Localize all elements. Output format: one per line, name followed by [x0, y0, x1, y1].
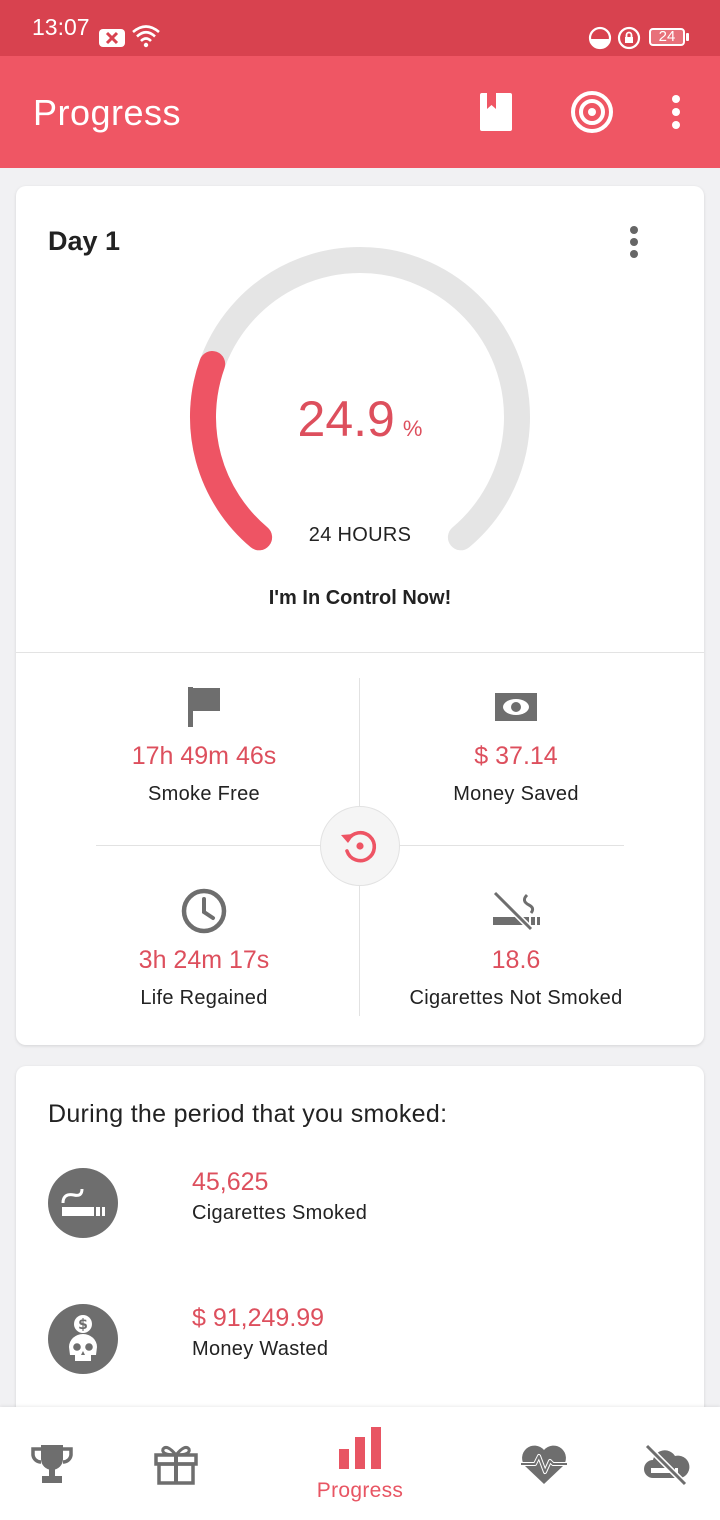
nav-health[interactable]	[516, 1407, 572, 1520]
stat-value: 3h 24m 17s	[138, 946, 270, 974]
clock-icon	[181, 888, 227, 934]
stat-value: 17h 49m 46s	[131, 742, 277, 770]
battery-tip	[686, 33, 689, 41]
status-bar: 13:07 24	[0, 0, 720, 56]
percent-number: 24.9	[297, 391, 395, 447]
nav-cravings[interactable]	[638, 1407, 694, 1520]
bookmark-book-icon	[480, 93, 512, 131]
data-saver-icon	[588, 26, 612, 50]
battery-level: 24	[658, 28, 676, 45]
nav-progress[interactable]: Progress	[290, 1407, 430, 1520]
stat-label: Cigarettes Not Smoked	[409, 987, 623, 1009]
reset-button[interactable]	[320, 806, 400, 886]
notification-x-icon	[99, 29, 125, 47]
goals-button[interactable]	[570, 90, 614, 134]
percent-value: 24.9%	[16, 390, 704, 448]
gauge-fill	[190, 351, 273, 551]
no-smoking-cloud-icon	[644, 1443, 690, 1486]
card-divider	[16, 652, 704, 653]
day-title: Day 1	[48, 226, 121, 256]
gift-icon	[154, 1445, 198, 1485]
duration-label: 24 HOURS	[308, 524, 412, 546]
status-time: 13:07	[32, 14, 90, 40]
wifi-icon	[132, 25, 160, 48]
stat-money-saved: $ 37.14 Money Saved	[344, 684, 688, 806]
progress-gauge	[190, 247, 530, 551]
motto-text: I'm In Control Now!	[268, 587, 452, 609]
stat-value: 18.6	[491, 946, 541, 974]
stat-smoke-free: 17h 49m 46s Smoke Free	[32, 684, 376, 806]
trophy-icon	[31, 1444, 73, 1483]
progress-card: Day 1 24.9% 24 HOURS I'm In Control Now!…	[16, 186, 704, 1045]
bar-chart-icon	[339, 1426, 381, 1469]
svg-text:$: $	[78, 1317, 88, 1333]
percent-unit: %	[402, 416, 423, 441]
skull-money-icon: $	[69, 1315, 97, 1361]
history-title: During the period that you smoked:	[48, 1100, 448, 1128]
more-vertical-icon	[630, 226, 638, 258]
history-label: Money Wasted	[192, 1338, 329, 1360]
reset-icon	[341, 830, 377, 863]
journal-button[interactable]	[474, 90, 518, 134]
bottom-navigation: Progress	[0, 1407, 720, 1520]
flag-icon	[188, 687, 220, 727]
overflow-menu-button[interactable]	[654, 90, 698, 134]
history-item-money: $ $ 91,249.99 Money Wasted	[48, 1304, 688, 1384]
history-label: Cigarettes Smoked	[192, 1202, 368, 1224]
stat-label: Life Regained	[140, 987, 268, 1009]
rotation-lock-icon	[617, 26, 641, 50]
card-menu-button[interactable]	[620, 222, 648, 262]
app-bar: Progress	[0, 56, 720, 168]
nav-label-progress: Progress	[316, 1478, 404, 1502]
money-bill-icon	[495, 693, 537, 721]
no-smoking-icon	[492, 891, 540, 931]
history-icon-badge: $	[48, 1304, 118, 1374]
more-vertical-icon	[672, 95, 680, 129]
history-icon-badge	[48, 1168, 118, 1238]
cigarette-icon	[61, 1188, 105, 1216]
history-value: 45,625	[192, 1168, 269, 1196]
nav-rewards[interactable]	[146, 1407, 206, 1520]
stat-label: Money Saved	[453, 783, 579, 805]
stat-value: $ 37.14	[474, 742, 558, 770]
history-value: $ 91,249.99	[192, 1304, 325, 1332]
page-title: Progress	[33, 92, 182, 133]
history-item-cigarettes: 45,625 Cigarettes Smoked	[48, 1168, 688, 1248]
heart-pulse-icon	[521, 1445, 567, 1484]
target-icon	[571, 91, 613, 133]
stat-life-regained: 3h 24m 17s Life Regained	[32, 888, 376, 1010]
nav-achievements[interactable]	[22, 1407, 82, 1520]
battery-icon: 24	[649, 28, 685, 46]
stat-label: Smoke Free	[148, 783, 260, 805]
stat-cigarettes-not-smoked: 18.6 Cigarettes Not Smoked	[344, 888, 688, 1010]
